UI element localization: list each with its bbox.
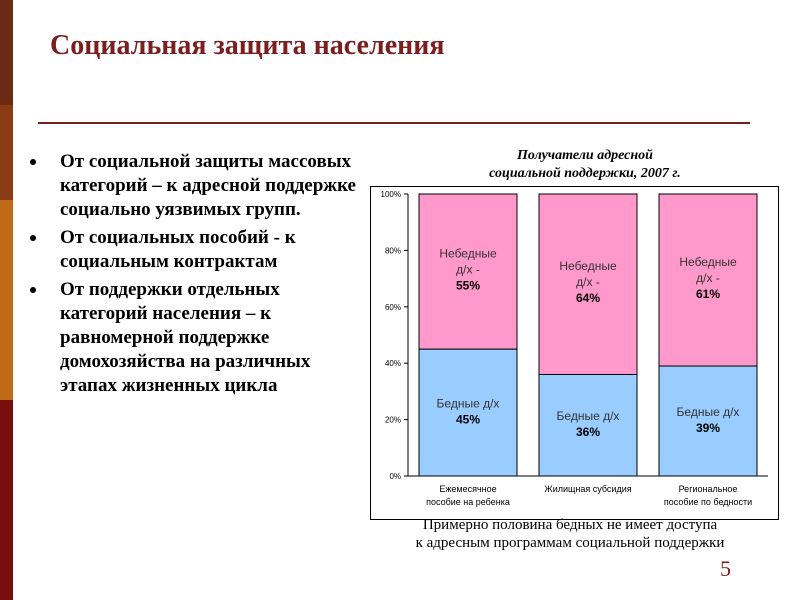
bar-segment-poor — [538, 373, 638, 477]
chart-title-line-1: Получатели адресной — [517, 148, 653, 163]
y-tick-label: 100% — [381, 190, 401, 199]
chart-title-line-2: социальной поддержки, 2007 г. — [489, 166, 681, 181]
data-label-poor-name: Бедные д/х — [437, 397, 500, 411]
x-category-label: пособие на ребенка — [426, 497, 510, 507]
chart-title: Получатели адресной социальной поддержки… — [430, 147, 740, 183]
bar-segment-nonpoor — [658, 193, 758, 367]
data-label-poor-name: Бедные д/х — [677, 405, 740, 419]
data-label-nonpoor-name-cont: д/х - — [576, 275, 600, 289]
x-category-label: Жилищная субсидия — [544, 484, 631, 494]
data-label-poor-value: 45% — [456, 413, 480, 427]
data-label-nonpoor-name: Небедные — [679, 255, 737, 269]
bullet-text: От поддержки отдельных категорий населен… — [60, 279, 311, 396]
bullet-text: От социальной защиты массовых категорий … — [60, 151, 356, 220]
data-label-poor-value: 36% — [576, 425, 600, 439]
y-tick-label: 0% — [389, 472, 401, 481]
x-category-label: Региональное — [679, 484, 738, 494]
data-label-poor-name: Бедные д/х — [557, 409, 620, 423]
bullet-item: От поддержки отдельных категорий населен… — [30, 278, 360, 398]
footnote-line-2: к адресным программам социальной поддерж… — [415, 535, 725, 551]
bar-segment-nonpoor — [538, 193, 638, 375]
footnote-line-1: Примерно половина бедных не имеет доступ… — [422, 517, 718, 533]
data-label-nonpoor-name-cont: д/х - — [456, 263, 480, 277]
bar-segment-poor — [658, 365, 758, 477]
data-label-nonpoor-value: 64% — [576, 291, 600, 305]
data-label-nonpoor-value: 55% — [456, 279, 480, 293]
slide-title: Социальная защита населения — [50, 30, 445, 61]
data-label-nonpoor-name: Небедные — [559, 259, 617, 273]
x-category-label: пособие по бедности — [664, 497, 752, 507]
page-number: 5 — [720, 556, 731, 581]
title-divider — [38, 122, 750, 124]
side-band-upper — [0, 105, 13, 200]
side-band-middle — [0, 200, 13, 400]
y-tick-label: 60% — [385, 303, 401, 312]
side-band-bottom — [0, 400, 13, 600]
bullet-list: От социальной защиты массовых категорий … — [30, 150, 360, 402]
x-category-label: Ежемесячное — [439, 484, 496, 494]
bullet-dot-icon — [30, 235, 36, 241]
bullet-dot-icon — [30, 159, 36, 165]
bullet-item: От социальной защиты массовых категорий … — [30, 150, 360, 222]
side-band-top — [0, 0, 13, 105]
y-tick-label: 20% — [385, 416, 401, 425]
bullet-dot-icon — [30, 287, 36, 293]
bullet-text: От социальных пособий - к социальным кон… — [60, 227, 296, 272]
y-tick-label: 80% — [385, 246, 401, 255]
chart-footnote: Примерно половина бедных не имеет доступ… — [405, 516, 735, 552]
data-label-nonpoor-name: Небедные — [439, 247, 497, 261]
y-tick-label: 40% — [385, 359, 401, 368]
bullet-item: От социальных пособий - к социальным кон… — [30, 226, 360, 274]
data-label-nonpoor-name-cont: д/х - — [696, 271, 720, 285]
bar-segment-nonpoor — [418, 193, 518, 350]
bar-segment-poor — [418, 348, 518, 477]
stacked-bar-chart: 0% 20% 40% 60% 80% 100% Бедные д/х 45% Небедные д… — [370, 186, 779, 520]
data-label-nonpoor-value: 61% — [696, 287, 720, 301]
data-label-poor-value: 39% — [696, 421, 720, 435]
